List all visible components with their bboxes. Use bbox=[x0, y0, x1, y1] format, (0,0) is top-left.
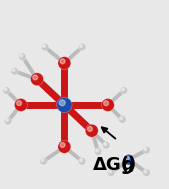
Circle shape bbox=[144, 148, 147, 150]
Circle shape bbox=[109, 170, 111, 173]
Circle shape bbox=[41, 43, 49, 51]
Circle shape bbox=[103, 142, 110, 149]
Circle shape bbox=[57, 97, 72, 113]
Circle shape bbox=[96, 149, 99, 152]
Circle shape bbox=[120, 87, 128, 94]
Circle shape bbox=[40, 158, 47, 165]
Circle shape bbox=[43, 45, 45, 47]
Circle shape bbox=[104, 143, 107, 146]
Circle shape bbox=[123, 154, 134, 165]
Circle shape bbox=[94, 148, 102, 155]
Circle shape bbox=[122, 88, 124, 91]
Text: ΔG(: ΔG( bbox=[93, 156, 130, 174]
Text: ): ) bbox=[128, 156, 136, 174]
Text: g: g bbox=[122, 156, 134, 174]
Circle shape bbox=[78, 43, 86, 51]
Circle shape bbox=[120, 117, 123, 120]
Circle shape bbox=[12, 69, 15, 71]
Circle shape bbox=[104, 101, 108, 106]
Circle shape bbox=[80, 45, 82, 47]
Circle shape bbox=[85, 124, 98, 137]
Circle shape bbox=[41, 159, 44, 162]
Circle shape bbox=[58, 57, 71, 70]
Circle shape bbox=[144, 170, 147, 173]
Circle shape bbox=[33, 75, 38, 80]
Circle shape bbox=[3, 87, 10, 94]
Circle shape bbox=[60, 143, 65, 147]
Circle shape bbox=[15, 98, 27, 111]
Circle shape bbox=[4, 88, 7, 91]
Circle shape bbox=[80, 159, 82, 162]
Circle shape bbox=[88, 126, 92, 131]
Circle shape bbox=[60, 59, 65, 64]
Circle shape bbox=[58, 140, 71, 153]
Circle shape bbox=[101, 98, 114, 111]
Circle shape bbox=[19, 53, 26, 60]
Circle shape bbox=[11, 67, 18, 75]
Circle shape bbox=[125, 156, 129, 160]
Circle shape bbox=[143, 146, 150, 154]
Circle shape bbox=[17, 101, 22, 106]
Circle shape bbox=[59, 100, 65, 106]
Circle shape bbox=[143, 169, 150, 176]
Circle shape bbox=[119, 116, 126, 123]
Circle shape bbox=[107, 169, 115, 176]
Circle shape bbox=[6, 119, 8, 121]
Circle shape bbox=[78, 158, 86, 165]
Circle shape bbox=[4, 117, 12, 125]
Circle shape bbox=[20, 54, 23, 57]
Circle shape bbox=[31, 73, 43, 86]
